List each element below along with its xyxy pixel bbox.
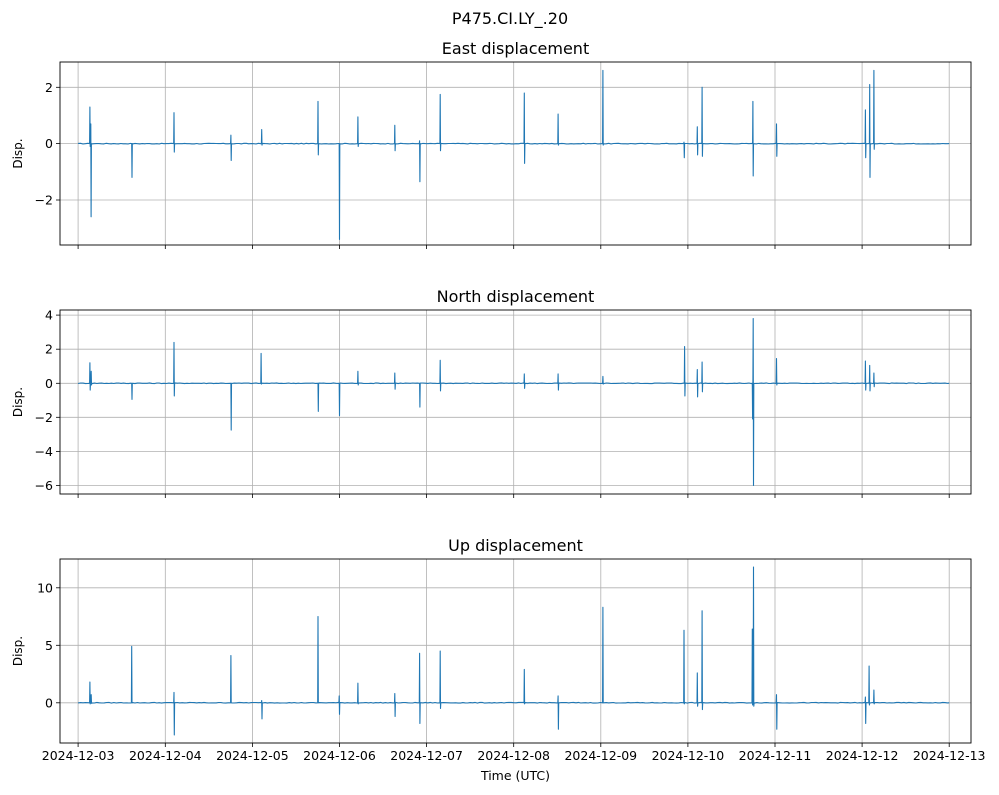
north-series-line [77, 317, 950, 487]
north-y-axis-label: Disp. [11, 387, 25, 417]
north-ytick-label: 2 [45, 342, 53, 357]
east-ytick-label: 0 [45, 136, 53, 151]
north-panel-title: North displacement [437, 287, 595, 306]
east-panel: −2 0 2 East displacement Disp. [11, 39, 972, 249]
up-xtick-label: 2024-12-10 [652, 748, 725, 763]
up-axes-frame [59, 558, 972, 744]
up-xtick-label: 2024-12-08 [477, 748, 550, 763]
up-xtick-label: 2024-12-09 [564, 748, 637, 763]
up-panel: 0 5 10 2024-12-03 2024-12-04 2024-12-05 2024-1… [11, 536, 986, 783]
figure-title: P475.CI.LY_.20 [452, 9, 568, 29]
north-panel: −6 −4 −2 0 2 4 North displacement Disp. [11, 287, 972, 498]
panels: −2 0 2 East displacement Disp. −6 −4 −2 0 2 4 North… [11, 39, 986, 783]
up-ytick-label: 0 [45, 695, 53, 710]
up-xtick-label: 2024-12-13 [913, 748, 986, 763]
east-panel-title: East displacement [442, 39, 589, 58]
up-panel-title: Up displacement [448, 536, 583, 555]
east-ytick-label: 2 [45, 80, 53, 95]
east-series-line [78, 69, 950, 240]
up-ytick-label: 5 [45, 638, 53, 653]
east-axes-frame [59, 61, 972, 246]
up-xtick-label: 2024-12-03 [42, 748, 115, 763]
north-ytick-label: 4 [45, 308, 53, 323]
north-axes-frame [59, 309, 972, 495]
east-y-axis-label: Disp. [11, 138, 25, 168]
up-x-axis-label: Time (UTC) [480, 768, 550, 783]
up-y-axis-label: Disp. [11, 636, 25, 666]
north-ytick-label: 0 [45, 376, 53, 391]
up-xtick-label: 2024-12-07 [390, 748, 463, 763]
north-ytick-label: −4 [35, 444, 53, 459]
up-xtick-label: 2024-12-04 [129, 748, 202, 763]
up-xtick-label: 2024-12-12 [826, 748, 899, 763]
up-xtick-label: 2024-12-05 [216, 748, 289, 763]
north-ytick-label: −6 [35, 478, 53, 493]
up-series-line [78, 566, 950, 736]
up-ytick-label: 10 [37, 580, 53, 595]
up-xtick-label: 2024-12-11 [739, 748, 812, 763]
east-ytick-label: −2 [35, 193, 53, 208]
north-ytick-label: −2 [35, 410, 53, 425]
up-xtick-label: 2024-12-06 [303, 748, 376, 763]
